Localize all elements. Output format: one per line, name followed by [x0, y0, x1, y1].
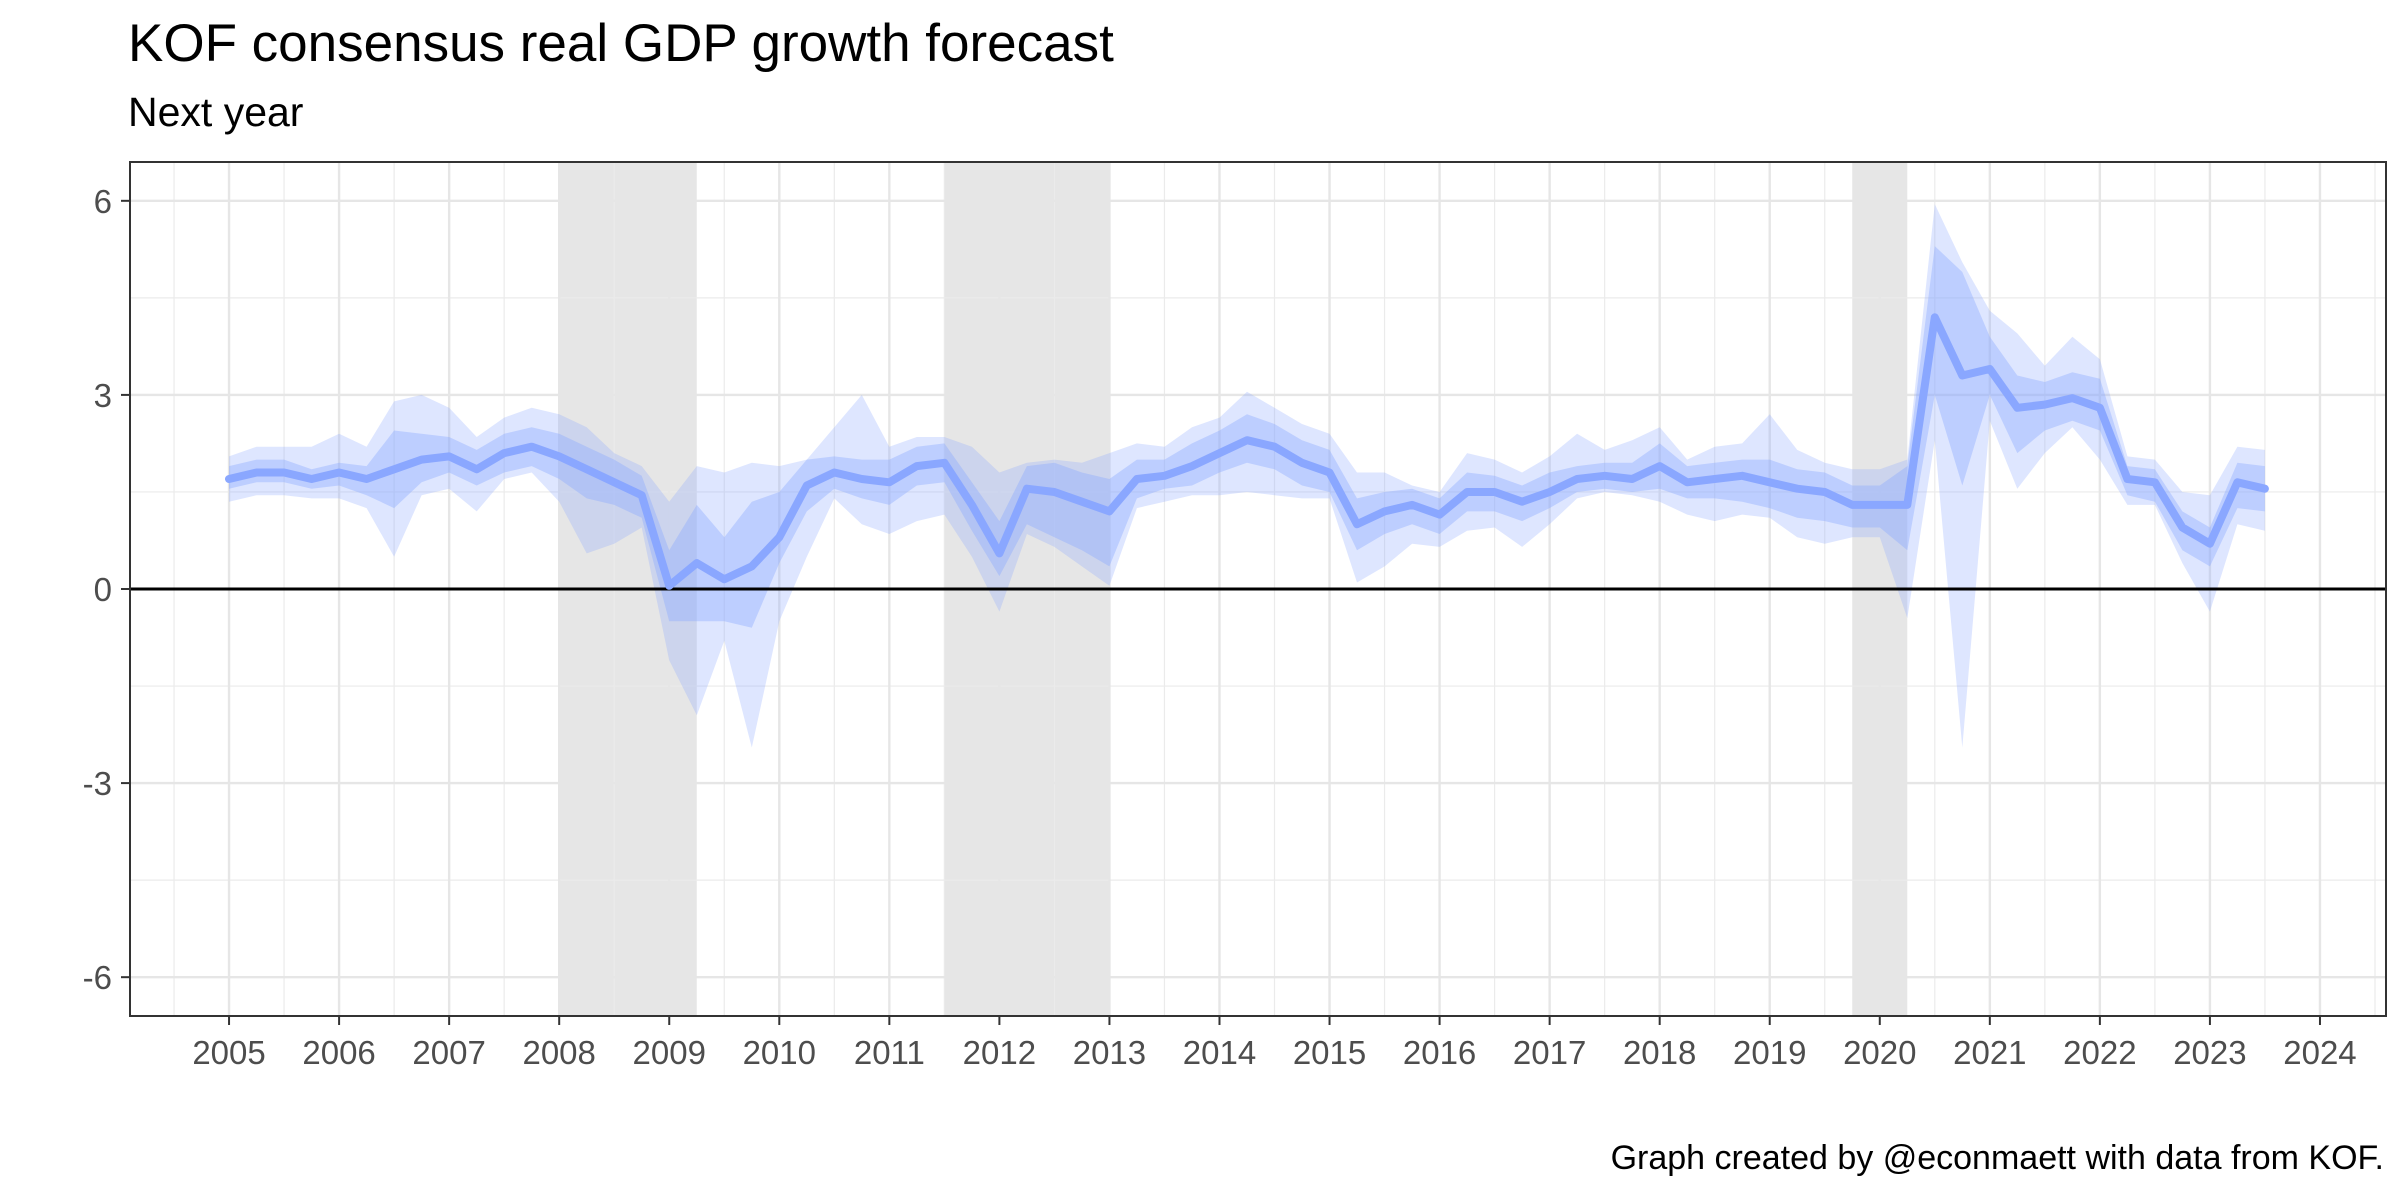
- x-tick-label: 2017: [1513, 1034, 1586, 1071]
- y-tick-label: -3: [83, 765, 112, 802]
- x-tick-label: 2024: [2283, 1034, 2356, 1071]
- x-tick-label: 2014: [1183, 1034, 1256, 1071]
- chart-title: KOF consensus real GDP growth forecast: [128, 14, 1114, 73]
- chart-subtitle: Next year: [128, 89, 304, 135]
- x-tick-label: 2023: [2173, 1034, 2246, 1071]
- x-tick-label: 2012: [963, 1034, 1036, 1071]
- median-forecast: [225, 313, 2269, 590]
- x-tick-label: 2011: [854, 1034, 925, 1071]
- x-tick-label: 2010: [743, 1034, 816, 1071]
- x-tick-label: 2020: [1843, 1034, 1916, 1071]
- axes: 2005 2006 2007 2008 2009 2010 2011 2012 2013 2014…: [83, 183, 2357, 1071]
- outer-forecast-band: [229, 204, 2265, 748]
- x-tick-label: 2013: [1073, 1034, 1146, 1071]
- median-forecast-line: [225, 313, 2269, 590]
- x-tick-label: 2008: [522, 1034, 595, 1071]
- y-tick-label: -6: [83, 959, 112, 996]
- x-tick-label: 2006: [302, 1034, 375, 1071]
- x-tick-label: 2022: [2063, 1034, 2136, 1071]
- x-tick-label: 2009: [633, 1034, 706, 1071]
- y-tick-label: 6: [94, 183, 112, 220]
- x-tick-label: 2019: [1733, 1034, 1806, 1071]
- x-tick-label: 2005: [192, 1034, 265, 1071]
- y-tick-label: 0: [94, 571, 112, 608]
- x-tick-label: 2015: [1293, 1034, 1366, 1071]
- y-tick-label: 3: [94, 377, 112, 414]
- x-tick-label: 2021: [1953, 1034, 2026, 1071]
- chart-caption: Graph created by @econmaett with data fr…: [1610, 1139, 2384, 1177]
- x-tick-label: 2007: [412, 1034, 485, 1071]
- forecast-bands: [229, 204, 2265, 748]
- x-tick-label: 2018: [1623, 1034, 1696, 1071]
- x-tick-label: 2016: [1403, 1034, 1476, 1071]
